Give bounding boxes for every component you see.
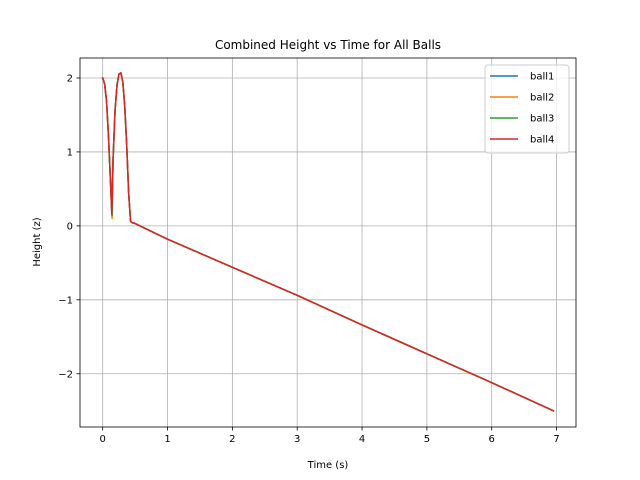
legend: ball1 ball2 ball3 ball4 xyxy=(484,64,570,154)
x-tick-label: 3 xyxy=(294,434,300,445)
legend-label-ball2: ball2 xyxy=(530,93,554,104)
x-axis-label: Time (s) xyxy=(307,460,349,471)
y-tick-label: −2 xyxy=(58,369,73,380)
y-tick-label: 2 xyxy=(67,73,73,84)
axes-layer xyxy=(79,57,577,428)
x-tick-label: 1 xyxy=(164,434,170,445)
x-tick-label: 0 xyxy=(100,434,106,445)
x-tick-label: 7 xyxy=(553,434,559,445)
y-tick-label: −1 xyxy=(58,295,73,306)
x-tick-label: 4 xyxy=(359,434,365,445)
x-tick-label: 5 xyxy=(424,434,430,445)
x-tick-label: 6 xyxy=(489,434,495,445)
legend-box xyxy=(484,64,570,154)
legend-label-ball3: ball3 xyxy=(530,114,554,125)
chart-title: Combined Height vs Time for All Balls xyxy=(215,38,441,52)
grid-layer xyxy=(80,58,576,427)
y-tick-label: 0 xyxy=(67,221,73,232)
series-line-ball4 xyxy=(101,72,555,412)
y-tick-label: 1 xyxy=(67,147,73,158)
x-tick-label: 2 xyxy=(229,434,235,445)
plot-frame xyxy=(79,57,577,428)
series-layer xyxy=(101,72,555,412)
ticks-layer: 0 1 2 3 4 5 6 7 −2 −1 0 1 2 xyxy=(58,73,559,445)
y-axis-label: Height (z) xyxy=(32,217,43,266)
legend-label-ball4: ball4 xyxy=(530,135,554,146)
legend-label-ball1: ball1 xyxy=(530,72,554,83)
